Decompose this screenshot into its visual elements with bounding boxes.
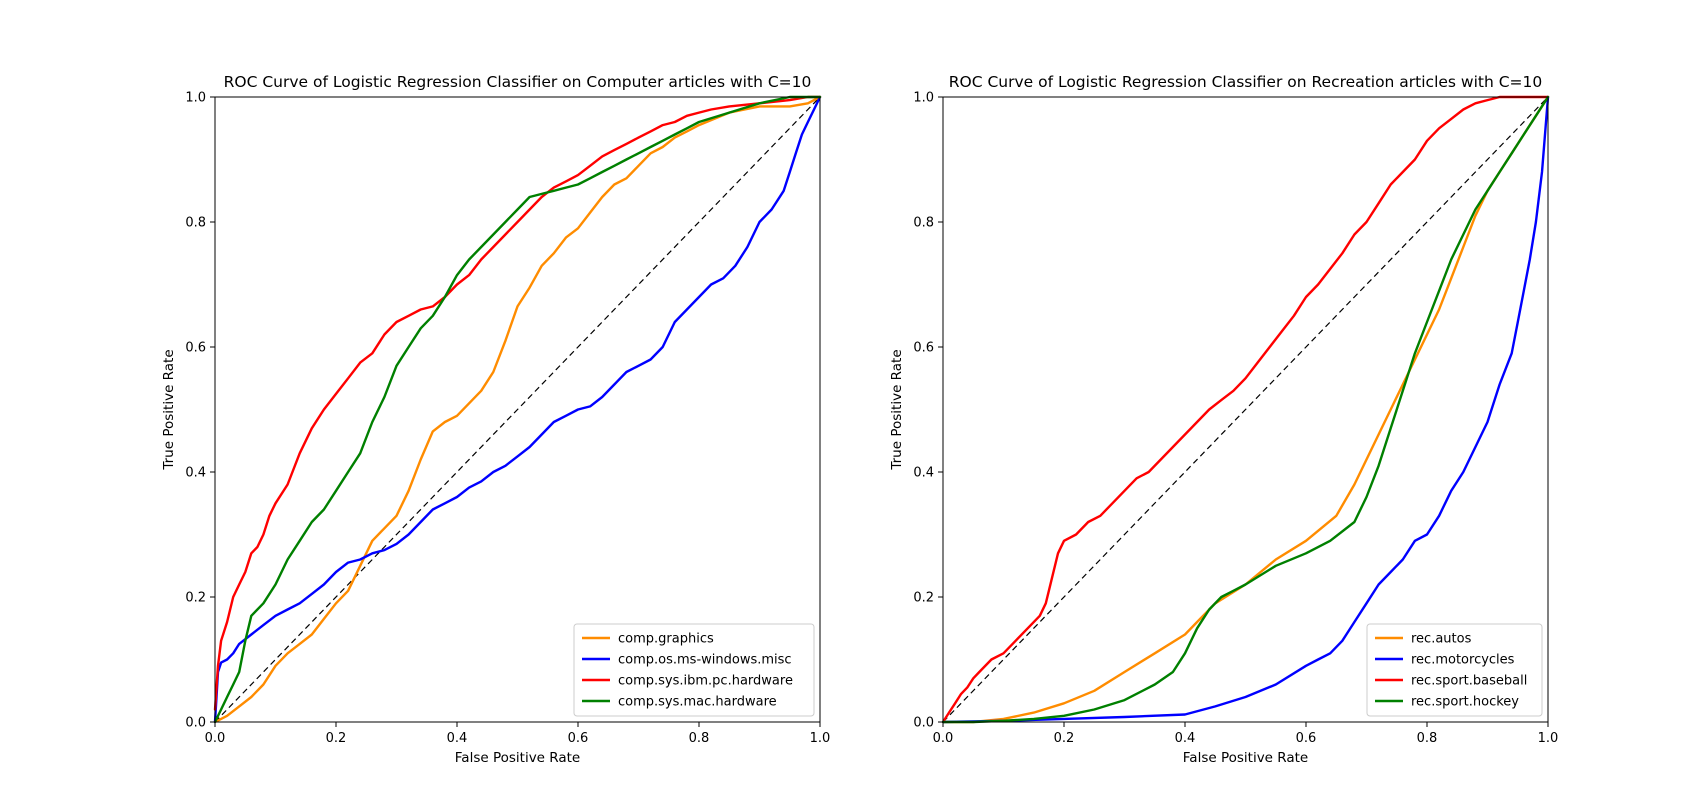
y-tick-label: 0.0 <box>185 716 206 731</box>
y-tick-label: 0.6 <box>185 341 206 356</box>
chart-recreation: ROC Curve of Logistic Regression Classif… <box>889 73 1558 766</box>
chart-title: ROC Curve of Logistic Regression Classif… <box>224 73 812 91</box>
legend-entry-1: rec.motorcycles <box>1411 653 1515 668</box>
x-tick-label: 0.8 <box>689 731 710 746</box>
series-line-2 <box>213 95 822 711</box>
x-axis-label: False Positive Rate <box>455 750 580 766</box>
series-line-0 <box>213 95 822 724</box>
legend: comp.graphics comp.os.ms-windows.misc comp… <box>573 623 815 717</box>
legend-entry-0: rec.autos <box>1411 632 1472 647</box>
y-tick-label: 0.4 <box>913 466 934 481</box>
x-tick-label: 0.6 <box>568 731 589 746</box>
x-tick-label: 0.2 <box>326 731 347 746</box>
legend-box <box>1366 623 1543 717</box>
x-tick-label: 1.0 <box>1538 731 1559 746</box>
x-tick-label: 0.0 <box>933 731 954 746</box>
chart-title: ROC Curve of Logistic Regression Classif… <box>949 73 1543 91</box>
x-axis-label: False Positive Rate <box>1183 750 1308 766</box>
y-tick-label: 0.2 <box>185 591 206 606</box>
plot-frame <box>214 96 821 723</box>
legend-entry-0: comp.graphics <box>618 632 714 647</box>
y-tick-label: 1.0 <box>913 91 934 106</box>
y-tick-label: 1.0 <box>185 91 206 106</box>
legend-entry-1: comp.os.ms-windows.misc <box>618 653 792 668</box>
chart-computer: ROC Curve of Logistic Regression Classif… <box>161 73 830 766</box>
series-line-3 <box>941 95 1550 724</box>
x-tick-label: 0.6 <box>1296 731 1317 746</box>
legend-entry-3: rec.sport.hockey <box>1411 695 1519 710</box>
y-tick-label: 0.8 <box>185 216 206 231</box>
plot-frame <box>942 96 1549 723</box>
y-tick-label: 0.4 <box>185 466 206 481</box>
y-axis-label: True Positive Rate <box>161 349 177 470</box>
x-tick-label: 0.0 <box>205 731 226 746</box>
x-tick-label: 0.2 <box>1054 731 1075 746</box>
y-axis-label: True Positive Rate <box>889 349 905 470</box>
series-line-2 <box>941 95 1550 724</box>
series-line-1 <box>941 95 1550 724</box>
x-tick-label: 1.0 <box>810 731 831 746</box>
y-tick-label: 0.0 <box>913 716 934 731</box>
y-tick-label: 0.8 <box>913 216 934 231</box>
legend-entry-2: rec.sport.baseball <box>1411 674 1527 689</box>
reference-diagonal <box>942 96 1549 723</box>
reference-diagonal <box>214 96 821 723</box>
x-tick-label: 0.8 <box>1417 731 1438 746</box>
series-line-3 <box>213 95 822 724</box>
x-tick-label: 0.4 <box>1175 731 1196 746</box>
y-tick-label: 0.2 <box>913 591 934 606</box>
legend-entry-3: comp.sys.mac.hardware <box>618 695 777 710</box>
y-tick-label: 0.6 <box>913 341 934 356</box>
series-line-1 <box>213 95 822 724</box>
legend-entry-2: comp.sys.ibm.pc.hardware <box>618 674 793 689</box>
legend-box <box>573 623 815 717</box>
x-tick-label: 0.4 <box>447 731 468 746</box>
legend: rec.autos rec.motorcycles rec.sport.baseba… <box>1366 623 1543 717</box>
